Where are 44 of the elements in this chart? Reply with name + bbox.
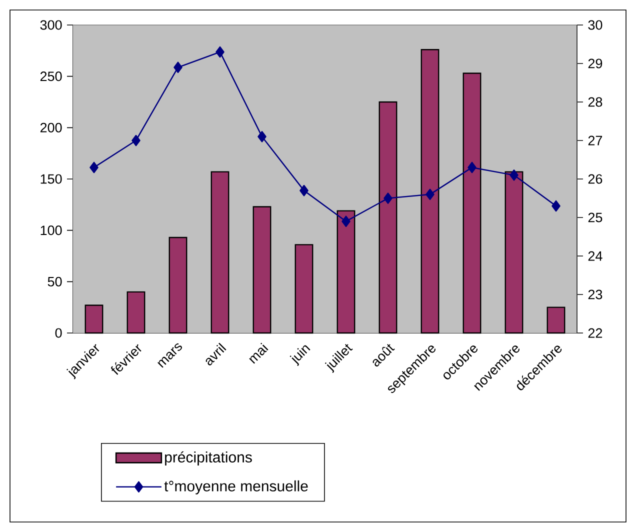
y2-tick-label: 22 xyxy=(588,328,602,338)
point xyxy=(426,188,434,200)
bar xyxy=(378,101,398,334)
x-tick-label: mai xyxy=(249,342,268,364)
y2-tick-label: 28 xyxy=(588,97,602,107)
y-tick-label: 50 xyxy=(48,276,62,286)
y2-tick-label: 27 xyxy=(588,136,602,146)
bar xyxy=(420,49,440,334)
y2-tick-label: 29 xyxy=(588,58,602,68)
bar xyxy=(252,206,272,334)
point xyxy=(258,131,266,142)
point xyxy=(342,216,350,227)
y2-tick-label: 25 xyxy=(588,212,602,222)
point xyxy=(216,46,224,58)
y-tick-label: 0 xyxy=(55,328,62,338)
bar xyxy=(504,171,524,334)
y-tick-label: 250 xyxy=(40,72,62,82)
point xyxy=(510,170,518,181)
y2-tick-label: 30 xyxy=(588,20,602,30)
legend-label: t°moyenne mensuelle xyxy=(164,480,308,494)
x-tick-label: juin xyxy=(290,345,310,366)
y-tick-label: 100 xyxy=(40,226,62,236)
bar xyxy=(210,171,230,334)
bar xyxy=(84,304,104,334)
point xyxy=(90,162,98,174)
bar xyxy=(168,236,188,334)
legend-label: précipitations xyxy=(165,451,252,466)
bar xyxy=(126,291,146,334)
y-tick-label: 150 xyxy=(40,174,62,184)
point xyxy=(132,134,140,146)
y2-tick-label: 24 xyxy=(588,251,602,261)
bar xyxy=(294,244,314,334)
bar xyxy=(336,210,356,334)
y-tick-label: 200 xyxy=(40,122,62,132)
bar xyxy=(546,306,566,334)
bar xyxy=(462,72,482,334)
y2-tick-label: 26 xyxy=(588,174,602,184)
y-tick-label: 300 xyxy=(40,20,62,30)
point xyxy=(300,184,308,196)
point xyxy=(174,62,182,74)
y2-tick-label: 23 xyxy=(588,290,602,300)
point xyxy=(384,192,392,204)
point xyxy=(552,200,560,212)
point xyxy=(468,162,476,174)
